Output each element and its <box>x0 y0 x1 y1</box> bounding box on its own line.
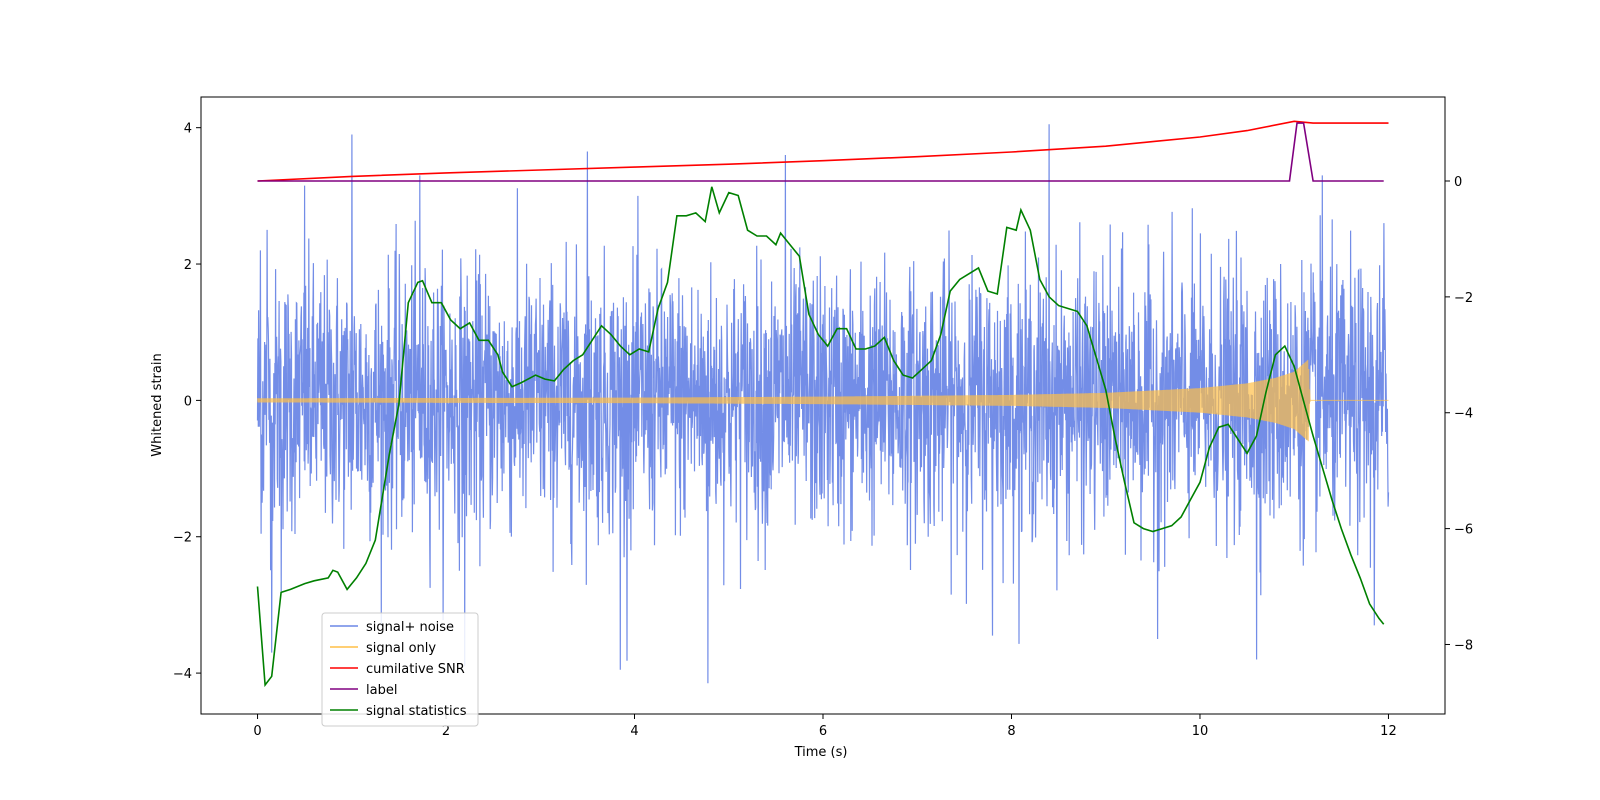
series-label <box>257 122 1384 182</box>
series-signal-noise <box>256 124 1390 684</box>
y-right-tick-label: −8 <box>1454 638 1473 653</box>
y-left-tick-label: −4 <box>173 667 192 682</box>
y-axis-right: −8 −6 −4 −2 0 <box>1445 175 1473 653</box>
x-axis-title: Time (s) <box>794 745 848 760</box>
legend-label: signal+ noise <box>366 620 454 635</box>
signal-layer <box>257 359 1389 442</box>
x-tick-label: 6 <box>819 724 827 739</box>
y-left-tick-label: 4 <box>184 122 192 137</box>
legend-label: signal statistics <box>366 704 467 719</box>
y-right-tick-label: 0 <box>1454 175 1462 190</box>
right-axis-series-layer <box>256 120 1389 688</box>
y-left-tick-label: −2 <box>173 531 192 546</box>
x-tick-label: 0 <box>253 724 261 739</box>
legend: signal+ noise signal only cumilative SNR la… <box>321 612 479 727</box>
y-right-tick-label: −4 <box>1454 407 1473 422</box>
x-tick-label: 8 <box>1007 724 1015 739</box>
y-axis-title: Whitened strain <box>150 353 165 456</box>
y-left-tick-label: 0 <box>184 394 192 409</box>
y-left-tick-label: 2 <box>184 258 192 273</box>
x-tick-label: 12 <box>1380 724 1397 739</box>
y-right-tick-label: −2 <box>1454 291 1473 306</box>
series-signal-only <box>257 359 1389 442</box>
x-axis: 0 2 4 6 8 10 12 <box>253 714 1397 739</box>
legend-label: cumilative SNR <box>366 662 465 677</box>
x-tick-label: 4 <box>630 724 638 739</box>
x-tick-label: 2 <box>442 724 450 739</box>
x-tick-label: 10 <box>1192 724 1209 739</box>
y-right-tick-label: −6 <box>1454 523 1473 538</box>
legend-label: signal only <box>366 641 436 656</box>
series-signal-statistics <box>256 186 1385 688</box>
legend-box <box>321 612 479 727</box>
noise-layer <box>256 124 1390 684</box>
y-axis-left: −4 −2 0 2 4 <box>173 122 201 682</box>
legend-label: label <box>366 683 397 698</box>
series-cumilative-snr <box>257 120 1389 182</box>
